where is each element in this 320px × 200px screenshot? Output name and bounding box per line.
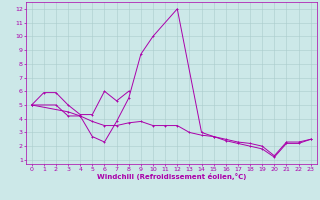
X-axis label: Windchill (Refroidissement éolien,°C): Windchill (Refroidissement éolien,°C) (97, 173, 246, 180)
